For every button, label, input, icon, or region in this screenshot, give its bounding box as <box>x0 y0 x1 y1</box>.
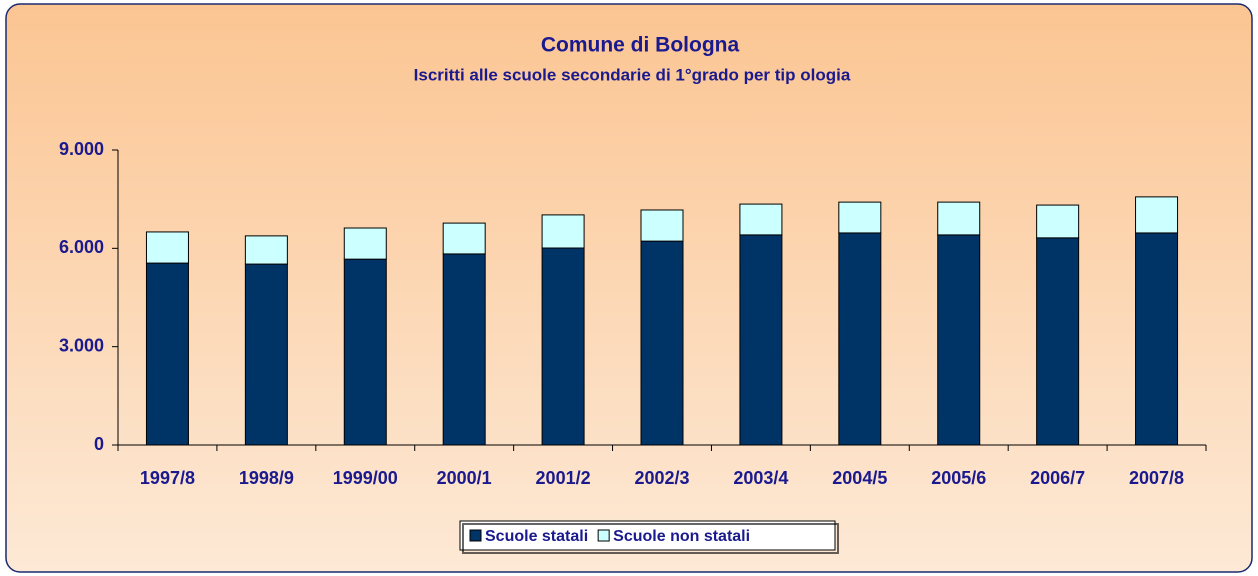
y-tick-label: 6.000 <box>59 237 104 257</box>
x-tick-label: 2002/3 <box>634 468 689 488</box>
bar-segment <box>1135 232 1179 446</box>
bar-segment <box>937 201 981 236</box>
bar-segment <box>1036 204 1080 239</box>
legend-label: Scuole non statali <box>613 528 750 545</box>
legend-swatch <box>469 529 482 542</box>
x-tick-label: 2007/8 <box>1129 468 1184 488</box>
x-tick-label: 1998/9 <box>239 468 294 488</box>
legend <box>459 520 836 551</box>
x-tick-label: 2001/2 <box>536 468 591 488</box>
y-tick-label: 0 <box>94 434 104 454</box>
x-tick-label: 2000/1 <box>437 468 492 488</box>
bar-segment <box>343 258 387 446</box>
bar-segment <box>244 263 288 446</box>
x-tick-label: 2005/6 <box>931 468 986 488</box>
bar-segment <box>937 234 981 446</box>
x-tick-label: 1997/8 <box>140 468 195 488</box>
bar-segment <box>541 247 585 446</box>
bar-segment <box>838 232 882 446</box>
x-tick-label: 2006/7 <box>1030 468 1085 488</box>
legend-shadow <box>462 523 839 554</box>
bar-segment <box>244 235 288 265</box>
bar-segment <box>640 209 684 242</box>
chart-title: Comune di Bologna <box>541 34 740 57</box>
chart-subtitle: Iscritti alle scuole secondarie di 1°gra… <box>414 65 851 84</box>
x-tick-label: 2003/4 <box>733 468 788 488</box>
y-tick-label: 3.000 <box>59 335 104 355</box>
legend-swatch <box>597 529 610 542</box>
bar-segment <box>640 240 684 446</box>
bar-segment <box>739 203 783 236</box>
bar-segment <box>838 201 882 234</box>
bar-segment <box>442 222 486 255</box>
bar-segment <box>145 262 189 446</box>
legend-label: Scuole statali <box>485 528 588 545</box>
x-tick-label: 1999/00 <box>333 468 398 488</box>
x-tick-label: 2004/5 <box>832 468 887 488</box>
bar-segment <box>145 231 189 264</box>
bar-segment <box>1135 196 1179 234</box>
bar-segment <box>739 234 783 446</box>
bar-segment <box>1036 237 1080 446</box>
bar-segment <box>541 214 585 249</box>
y-tick-label: 9.000 <box>59 139 104 159</box>
bar-segment <box>343 227 387 260</box>
bar-segment <box>442 253 486 446</box>
